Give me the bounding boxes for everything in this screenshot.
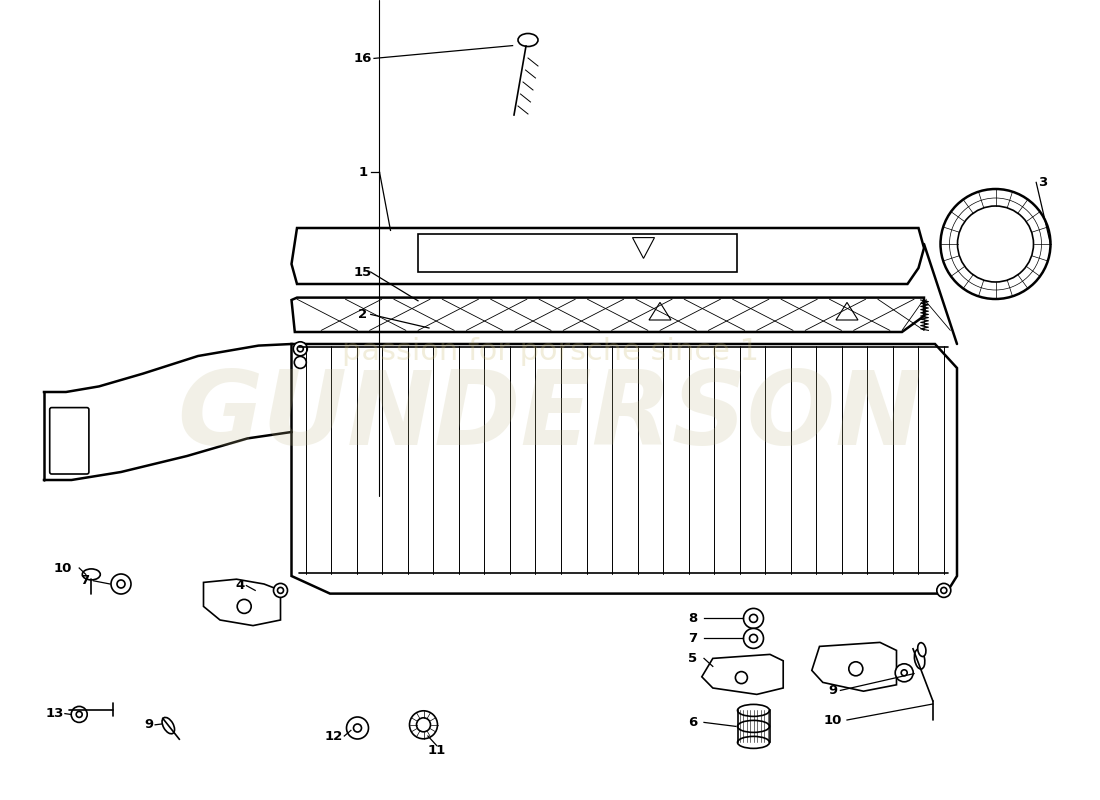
Polygon shape [702, 654, 783, 694]
Circle shape [749, 614, 758, 622]
Ellipse shape [737, 736, 770, 749]
Circle shape [417, 718, 430, 732]
Text: 12: 12 [324, 730, 342, 742]
Circle shape [744, 629, 763, 648]
Ellipse shape [737, 705, 770, 717]
Circle shape [744, 608, 763, 629]
Polygon shape [632, 238, 654, 258]
Ellipse shape [914, 650, 925, 669]
Text: 15: 15 [354, 266, 372, 278]
Ellipse shape [518, 34, 538, 46]
Text: 3: 3 [1038, 176, 1047, 189]
Circle shape [957, 206, 1034, 282]
Ellipse shape [82, 569, 100, 580]
Circle shape [353, 724, 362, 732]
Circle shape [117, 580, 125, 588]
Text: 16: 16 [354, 52, 372, 65]
Circle shape [277, 587, 284, 594]
Circle shape [274, 583, 287, 598]
Text: 10: 10 [54, 562, 72, 574]
Circle shape [76, 711, 82, 718]
Circle shape [849, 662, 862, 676]
Text: 9: 9 [144, 718, 153, 731]
Circle shape [409, 711, 438, 739]
Circle shape [736, 671, 747, 683]
Circle shape [238, 599, 251, 614]
Circle shape [901, 670, 908, 676]
Text: 9: 9 [828, 684, 837, 697]
Circle shape [295, 357, 306, 368]
FancyBboxPatch shape [50, 408, 89, 474]
Text: passion for porsche since 1: passion for porsche since 1 [341, 338, 759, 366]
Circle shape [749, 634, 758, 642]
Circle shape [72, 706, 87, 722]
Text: 11: 11 [428, 744, 446, 757]
Polygon shape [292, 228, 924, 284]
Circle shape [940, 189, 1050, 299]
Circle shape [294, 342, 307, 356]
Ellipse shape [162, 718, 175, 734]
Text: 7: 7 [80, 574, 89, 587]
Text: 8: 8 [689, 612, 697, 625]
Circle shape [937, 583, 950, 598]
Circle shape [111, 574, 131, 594]
Text: 5: 5 [689, 652, 697, 665]
Text: 6: 6 [689, 716, 697, 729]
Ellipse shape [737, 721, 770, 733]
Polygon shape [204, 579, 280, 626]
Circle shape [297, 346, 304, 352]
Polygon shape [836, 302, 858, 320]
Polygon shape [649, 302, 671, 320]
Polygon shape [292, 298, 924, 332]
Text: 7: 7 [689, 632, 697, 645]
Circle shape [346, 717, 368, 739]
Text: GUNDERSON: GUNDERSON [177, 366, 923, 466]
Text: 2: 2 [359, 308, 367, 321]
Polygon shape [812, 642, 896, 691]
Ellipse shape [917, 642, 926, 657]
Text: 4: 4 [235, 579, 244, 592]
Circle shape [940, 587, 947, 594]
Text: 13: 13 [46, 707, 64, 720]
Polygon shape [418, 234, 737, 272]
Polygon shape [292, 344, 957, 594]
Text: 1: 1 [359, 166, 367, 178]
Text: 10: 10 [824, 714, 842, 726]
Circle shape [895, 664, 913, 682]
